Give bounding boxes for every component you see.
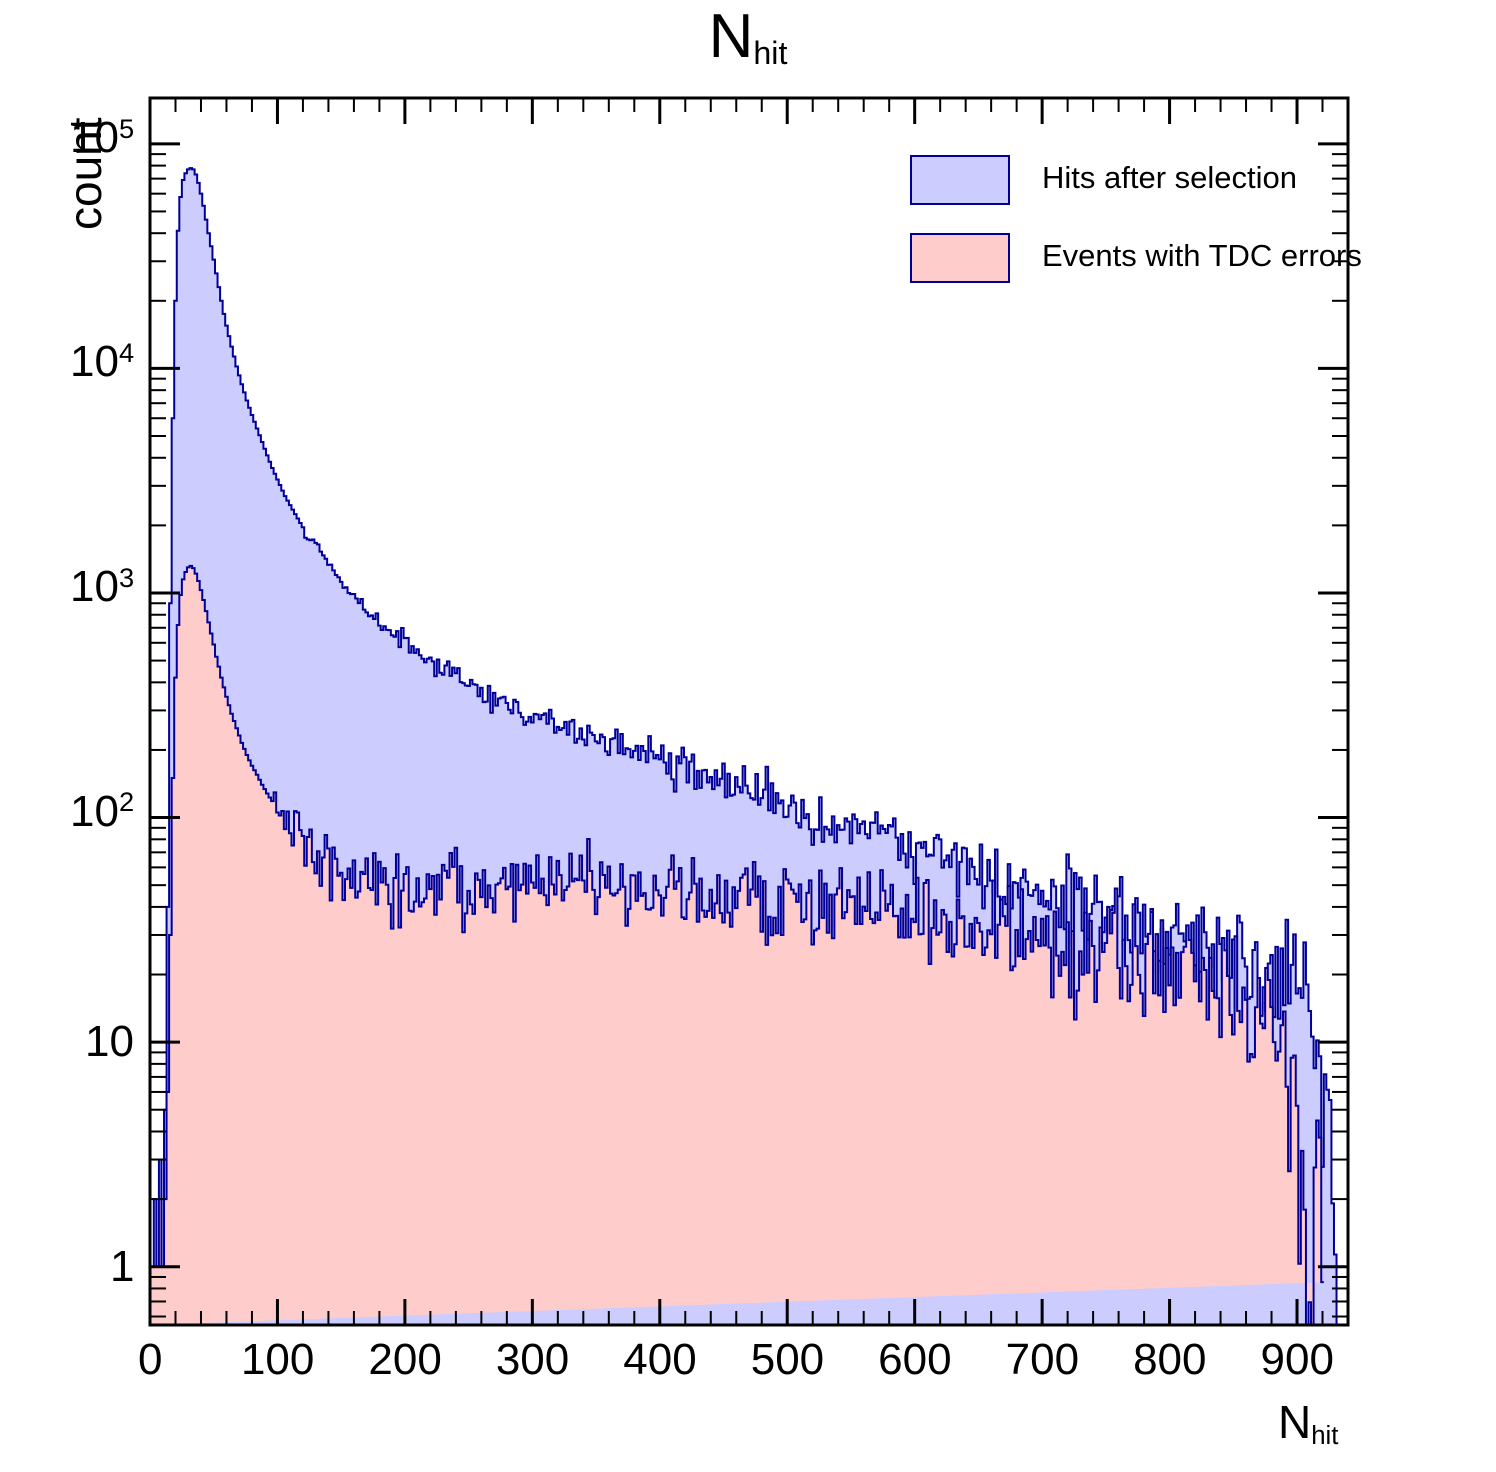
y-tick-exponent: 3 <box>118 561 135 593</box>
y-tick-mantissa: 10 <box>70 337 119 387</box>
plot-title-main: N <box>708 2 754 71</box>
legend-label-hits-after-selection: Hits after selection <box>1042 160 1297 195</box>
y-tick-mantissa: 10 <box>70 561 119 611</box>
axis-ticks <box>148 98 1349 1325</box>
y-tick-exponent: 5 <box>118 112 135 144</box>
legend-swatch-hits-after-selection <box>910 155 1010 205</box>
y-tick-mantissa: 10 <box>85 1017 134 1067</box>
plot-frame <box>148 96 1350 1327</box>
y-tick-label-100000: 105 <box>70 113 134 163</box>
y-tick-mantissa: 1 <box>110 1241 135 1291</box>
x-tick-label-500: 500 <box>750 1335 825 1384</box>
legend-swatch-events-with-tdc-errors <box>910 233 1010 283</box>
x-axis-title-subscript: hit <box>1311 1421 1339 1450</box>
x-tick-label-100: 100 <box>240 1335 315 1384</box>
x-tick-label-300: 300 <box>495 1335 570 1384</box>
x-tick-label-0: 0 <box>138 1335 163 1384</box>
x-axis-title-main: N <box>1278 1396 1312 1448</box>
x-tick-label-400: 400 <box>623 1335 697 1384</box>
page-title: Nhit <box>0 6 1496 72</box>
y-tick-mantissa: 10 <box>70 786 119 836</box>
y-tick-label-100: 102 <box>70 786 135 837</box>
y-tick-exponent: 2 <box>118 786 135 818</box>
plot-title-subscript: hit <box>753 35 788 72</box>
x-tick-label-700: 700 <box>1005 1335 1080 1384</box>
x-tick-label-200: 200 <box>368 1335 442 1384</box>
x-axis-title: Nhit <box>1278 1395 1339 1450</box>
x-tick-label-800: 800 <box>1133 1335 1207 1384</box>
series-events-with-tdc-errors <box>150 564 1324 1325</box>
x-tick-label-900: 900 <box>1260 1335 1334 1384</box>
y-tick-label-10000: 104 <box>70 337 134 387</box>
y-tick-label-1: 1 <box>110 1242 134 1292</box>
y-tick-label-1000: 103 <box>70 562 134 612</box>
y-tick-label-10: 10 <box>85 1017 134 1067</box>
x-tick-label-600: 600 <box>878 1335 952 1384</box>
y-tick-exponent: 4 <box>118 337 135 369</box>
legend-label-events-with-tdc-errors: Events with TDC errors <box>1042 238 1362 273</box>
y-tick-mantissa: 10 <box>70 112 119 162</box>
